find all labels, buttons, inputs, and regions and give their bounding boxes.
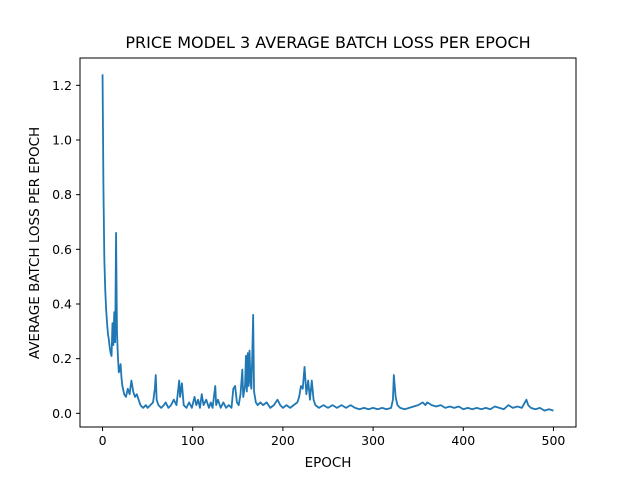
- x-tick-label: 400: [451, 433, 475, 448]
- loss-series-line: [101, 74, 554, 412]
- y-tick-label: 1.0: [52, 133, 72, 148]
- ticks-layer: 0 100 200 300 400 500 0.0 0.2 0.4 0.6 0.8 1.0 1.2: [52, 78, 565, 448]
- y-tick-label: 0.6: [52, 242, 72, 257]
- y-tick-label: 0.4: [52, 297, 72, 312]
- x-tick-label: 100: [181, 433, 205, 448]
- x-tick-label: 200: [271, 433, 295, 448]
- chart-title: PRICE MODEL 3 AVERAGE BATCH LOSS PER EPO…: [125, 33, 530, 52]
- x-axis-label: EPOCH: [305, 455, 352, 471]
- y-tick-label: 1.2: [52, 78, 72, 93]
- y-tick-label: 0.2: [52, 351, 72, 366]
- y-tick-label: 0.0: [52, 406, 72, 421]
- plot-frame: [79, 57, 577, 428]
- x-tick-label: 500: [542, 433, 566, 448]
- y-axis-label: AVERAGE BATCH LOSS PER EPOCH: [27, 127, 43, 359]
- y-tick-label: 0.8: [52, 187, 72, 202]
- x-tick-label: 0: [99, 433, 107, 448]
- x-tick-label: 300: [361, 433, 385, 448]
